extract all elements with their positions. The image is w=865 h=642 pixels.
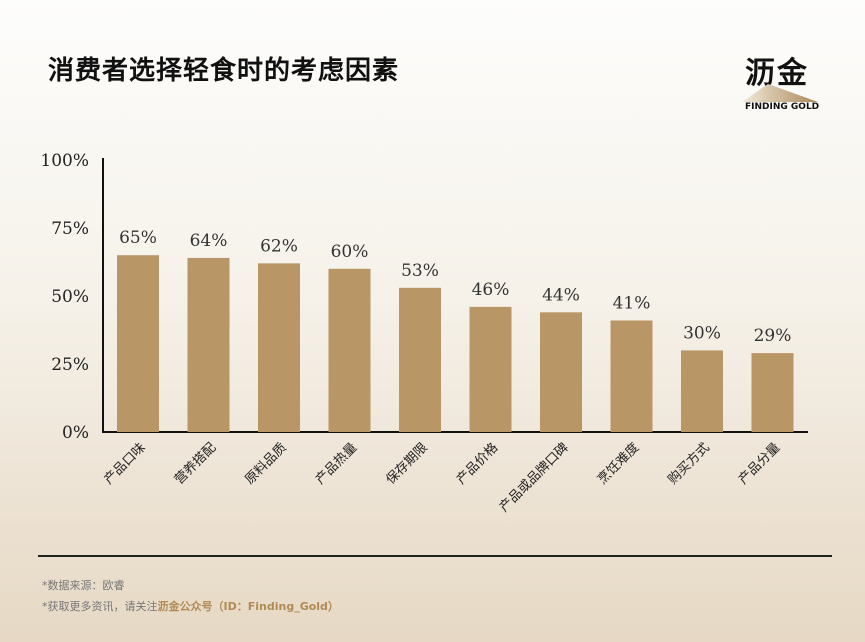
- data-label: 62%: [260, 236, 298, 256]
- follow-note: *获取更多资讯，请关注沥金公众号（ID：Finding_Gold）: [42, 598, 339, 614]
- bar: [751, 353, 794, 432]
- bar: [117, 255, 159, 432]
- logo-text-en: FINDING GOLD: [745, 102, 820, 112]
- x-tick-label: 产品价格: [453, 440, 501, 488]
- y-tick-label: 75%: [51, 219, 89, 239]
- data-label: 29%: [754, 326, 792, 346]
- data-label: 60%: [331, 242, 369, 262]
- footer-divider: [38, 555, 832, 557]
- x-tick-label: 产品口味: [101, 440, 148, 487]
- x-tick-label: 产品或品牌口碑: [496, 440, 572, 516]
- bar: [610, 320, 653, 432]
- data-label: 65%: [119, 228, 157, 248]
- logo-triangle-icon: [742, 84, 818, 102]
- bar: [540, 312, 582, 432]
- follow-highlight: 沥金公众号（ID：Finding_Gold）: [157, 600, 339, 613]
- y-tick-label: 25%: [51, 355, 89, 375]
- bar: [399, 287, 441, 432]
- y-tick-label: 0%: [62, 423, 89, 443]
- data-label: 44%: [542, 285, 580, 305]
- data-label: 64%: [190, 231, 228, 251]
- source-note: *数据来源：欧睿: [42, 579, 125, 592]
- y-tick-label: 50%: [51, 287, 89, 307]
- x-tick-label: 保存期限: [383, 440, 430, 487]
- bar-chart: 0% 25% 50% 75% 100% 65% 产品口味 64% 营养搭配 62% 原料品质 60% 产…: [40, 151, 808, 516]
- bar: [187, 257, 230, 432]
- chart-title: 消费者选择轻食时的考虑因素: [48, 56, 400, 86]
- logo-text-cn: 沥金: [745, 56, 809, 91]
- brand-logo: 沥金 FINDING GOLD: [742, 46, 820, 116]
- data-label: 41%: [613, 293, 651, 313]
- data-label: 53%: [401, 261, 439, 281]
- x-tick-label: 营养搭配: [171, 440, 219, 488]
- bar: [469, 306, 512, 432]
- y-tick-label: 100%: [40, 151, 89, 171]
- x-tick-label: 产品热量: [313, 440, 360, 487]
- x-tick-label: 烹饪难度: [594, 440, 642, 488]
- x-tick-label: 产品分量: [736, 440, 783, 487]
- x-tick-label: 原料品质: [242, 440, 289, 487]
- bar: [328, 268, 371, 432]
- bar: [258, 263, 300, 432]
- bar: [681, 350, 723, 432]
- data-label: 30%: [683, 323, 721, 343]
- follow-prefix: *获取更多资讯，请关注: [42, 600, 158, 613]
- x-tick-label: 购买方式: [665, 440, 713, 488]
- data-label: 46%: [472, 280, 510, 300]
